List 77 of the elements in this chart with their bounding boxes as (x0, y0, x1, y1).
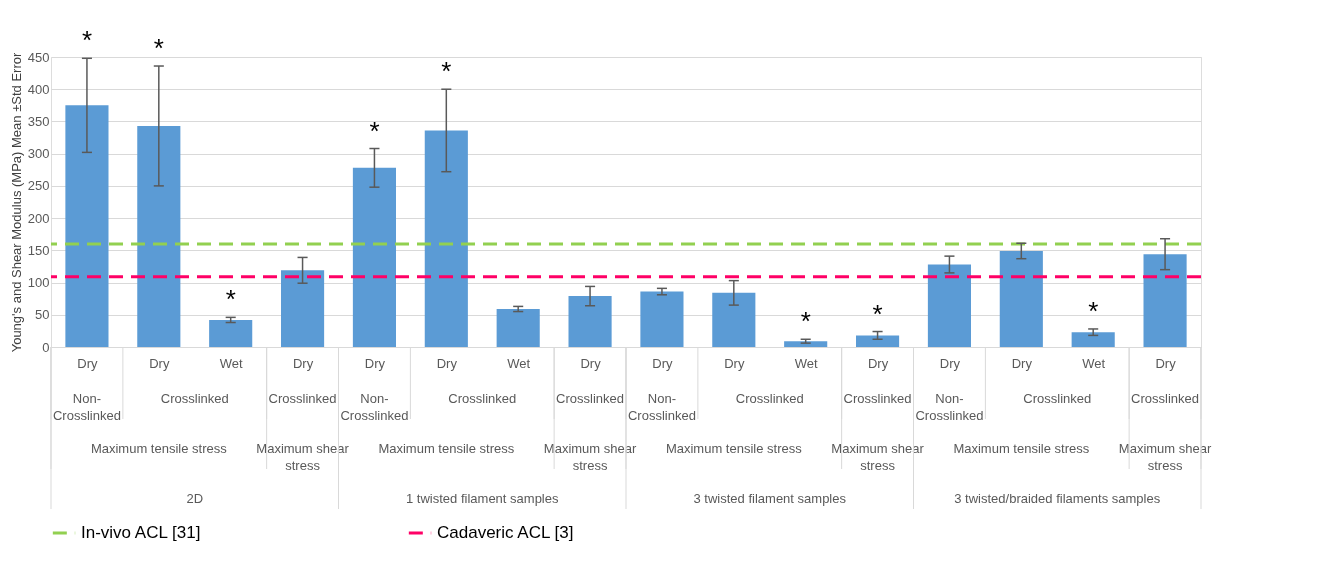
bar (1143, 254, 1187, 347)
bar (352, 167, 396, 347)
bar (927, 264, 971, 347)
bar (1071, 332, 1115, 347)
text: 2D (186, 491, 204, 506)
legend-label: Cadaveric ACL [3] (437, 523, 574, 542)
text: Maximum shear stress (256, 441, 350, 473)
y-tick-label: 150 (27, 242, 50, 258)
text: Crosslinked (556, 391, 625, 406)
y-tick-label: 350 (27, 113, 50, 129)
data-label: * (1088, 295, 1099, 326)
x-tick-label: Dry (1155, 355, 1177, 371)
x-tick-label: Dry (436, 355, 458, 371)
x-tick-label: Dry (77, 355, 99, 371)
x-tick-label: Dry (724, 355, 745, 371)
data-label: * (872, 298, 883, 329)
y-tick-label: 450 (27, 49, 50, 65)
text: Non-Crosslinked (340, 391, 409, 423)
bar (640, 291, 684, 347)
x-tick-label: Dry (867, 355, 889, 371)
text: Maximum shear stress (831, 441, 925, 473)
bar (999, 250, 1043, 347)
x-tick-label: Wet (219, 355, 244, 371)
data-label: * (153, 33, 164, 64)
text: Crosslinked (1023, 391, 1092, 406)
data-label: * (81, 25, 92, 56)
text: Crosslinked (735, 391, 804, 406)
y-tick-label: 50 (35, 307, 50, 323)
text: Crosslinked (448, 391, 517, 406)
text: Maximum shear stress (543, 441, 637, 473)
data-label: * (800, 306, 811, 337)
bar (712, 292, 756, 347)
y-tick-label: 200 (27, 210, 50, 226)
legend-label: In-vivo ACL [31] (81, 523, 201, 542)
y-tick-label: 400 (27, 81, 50, 97)
bar (856, 335, 900, 347)
data-label: * (441, 56, 452, 87)
x-tick-label: Wet (794, 355, 819, 371)
bar (281, 270, 325, 347)
text: Non-Crosslinked (52, 391, 121, 423)
text: Maximum tensile stress (90, 441, 228, 456)
text: Maximum tensile stress (953, 441, 1090, 456)
text: Maximum tensile stress (378, 441, 515, 456)
x-tick-label: Dry (652, 355, 674, 371)
text: 1 twisted filament samples (406, 491, 559, 506)
x-tick-label: Dry (292, 355, 314, 371)
text: 3 twisted filament samples (693, 491, 847, 506)
x-tick-label: Wet (1082, 355, 1106, 371)
bar (784, 341, 828, 347)
x-tick-label: Wet (507, 355, 531, 371)
text: Maximum shear stress (1118, 441, 1212, 473)
text: Non-Crosslinked (627, 391, 696, 423)
data-label: * (225, 284, 236, 315)
x-tick-label: Dry (364, 355, 386, 371)
bar (209, 319, 253, 347)
y-tick-label: 0 (42, 339, 50, 355)
x-tick-label: Dry (580, 355, 602, 371)
x-tick-label: Dry (939, 355, 961, 371)
bar (568, 296, 612, 347)
text: Crosslinked (1131, 391, 1200, 406)
y-tick-label: 100 (27, 275, 50, 291)
text: Maximum tensile stress (665, 441, 803, 456)
x-tick-label: Dry (149, 355, 170, 371)
text: Crosslinked (160, 391, 229, 406)
text: Crosslinked (268, 391, 337, 406)
bar (65, 105, 109, 347)
y-tick-label: 300 (27, 146, 50, 162)
bar (424, 130, 468, 347)
bar (496, 308, 540, 347)
data-label: * (369, 115, 380, 146)
text: Non-Crosslinked (915, 391, 984, 423)
text: 3 twisted/braided filaments samples (954, 491, 1161, 506)
text: Crosslinked (843, 391, 912, 406)
y-tick-label: 250 (27, 178, 50, 194)
y-axis-title: Young's and Shear Modulus (MPa) Mean ±Std Error (8, 52, 24, 353)
bar (137, 125, 181, 347)
x-tick-label: Dry (1011, 355, 1033, 371)
